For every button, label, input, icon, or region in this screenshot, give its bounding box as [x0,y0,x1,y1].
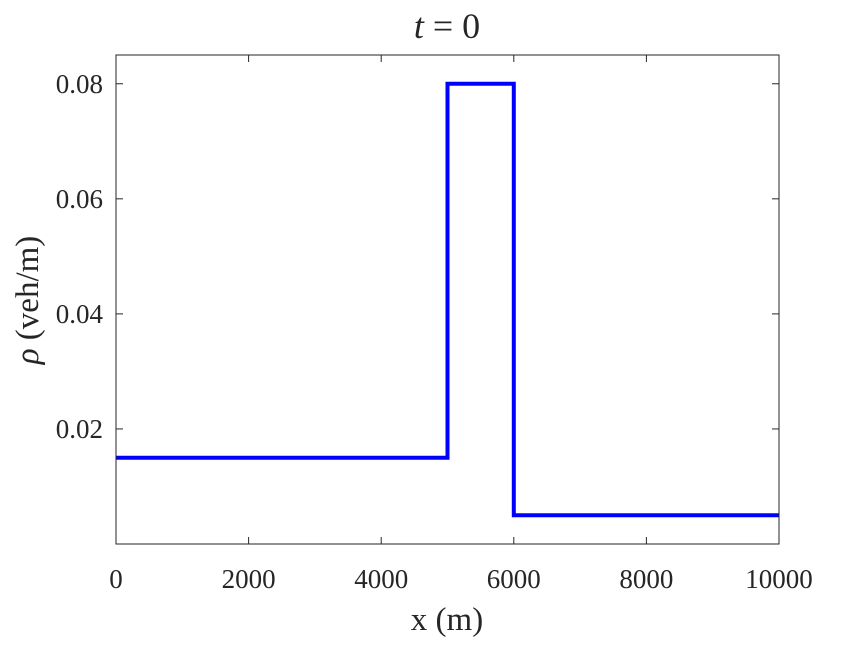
y-tick-label: 0.02 [56,414,103,444]
x-tick-label: 0 [109,564,123,594]
y-tick-label: 0.08 [56,69,103,99]
y-tick-label: 0.04 [56,299,104,329]
x-tick-label: 10000 [745,564,813,594]
axes-box [115,54,780,545]
x-tick-label: 4000 [354,564,408,594]
x-tick-label: 6000 [487,564,541,594]
x-axis-label: x (m) [411,602,483,638]
y-tick-label: 0.06 [56,184,103,214]
x-tick-label: 8000 [619,564,673,594]
y-axis-label: ρ (veh/m) [10,236,46,366]
series-line-0 [116,81,779,518]
chart-title: t = 0 [414,6,480,46]
plot-area: 0 2000 4000 6000 8000 10000 0.02 0.04 0.06 0.08 [56,54,813,594]
x-tick-label: 2000 [222,564,276,594]
